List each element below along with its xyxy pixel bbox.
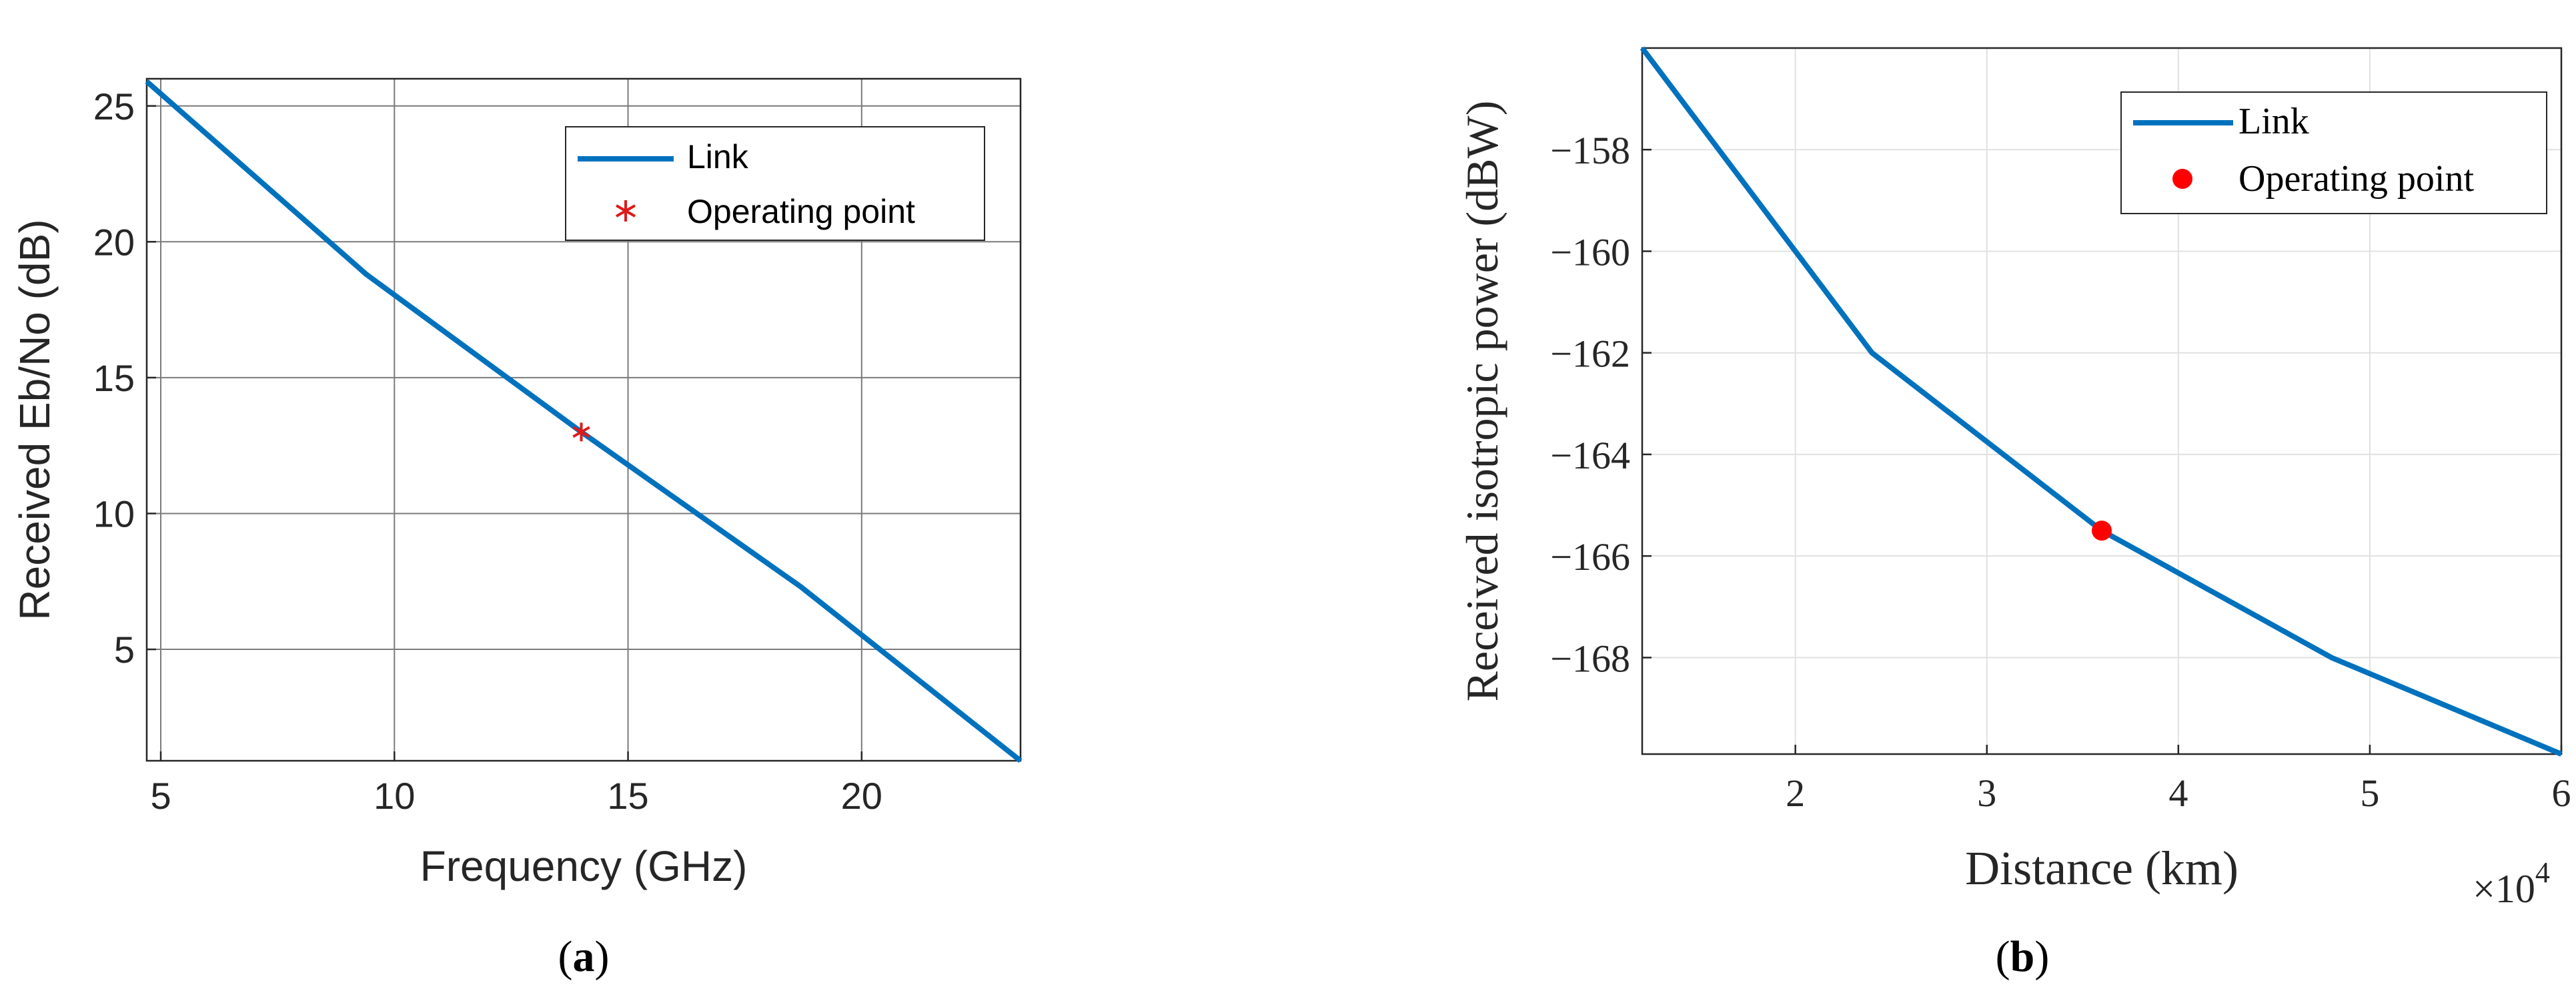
b-x-tick-label: 2 [1786,771,1805,815]
a-y-tick-label: 15 [93,357,135,399]
a-plot-frame [145,77,1022,762]
b-legend-label-operating-point: Operating point [2238,158,2474,200]
a-x-tick-label: 10 [374,775,415,817]
panel-label-b: (b) [1996,932,2050,981]
a-legend-label-link: Link [687,138,749,176]
b-x-tick-label: 5 [2360,771,2379,815]
a-y-tick-label: 10 [93,493,135,535]
a-x-tick-label: 5 [150,775,171,817]
b-series-layer [1640,46,2563,757]
a-y-ticks: 5 10 15 20 25 [93,85,156,671]
a-y-tick-label: 25 [93,85,135,127]
b-legend-label-link: Link [2238,101,2309,142]
b-x-ticks: 2 3 4 5 6 [1786,745,2571,815]
b-legend-dot-swatch [2172,169,2192,189]
a-operating-point-marker [572,422,590,442]
b-y-tick-label: −158 [1550,129,1630,172]
chart-panel-b: 2 3 4 5 6 −158 −160 −162 −164 −166 −168 Link Oper… [1457,46,2571,981]
b-x-tick-label: 3 [1977,771,1996,815]
b-y-axis-label: Received isotropic power (dBW) [1457,101,1507,702]
a-x-ticks: 5 10 15 20 [150,751,882,817]
a-x-tick-label: 15 [607,775,648,817]
a-legend-asterisk-swatch [616,200,636,222]
b-legend: Link Operating point [2120,91,2547,214]
b-x-multiplier: ×104 [2473,856,2550,911]
a-legend: Link Operating point [565,126,985,241]
b-y-tick-label: −164 [1550,434,1630,477]
a-x-tick-label: 20 [841,775,882,817]
a-series-layer [145,79,1023,763]
b-x-tick-label: 4 [2168,771,2188,815]
b-y-tick-label: −160 [1550,230,1630,274]
b-legend-box [2120,91,2547,214]
b-y-tick-label: −166 [1550,535,1630,579]
a-legend-box [565,126,985,241]
a-y-tick-label: 20 [93,221,135,263]
b-operating-point-marker [2092,521,2112,541]
b-x-tick-label: 6 [2552,771,2571,815]
chart-panel-a: 5 10 15 20 5 10 15 20 25 Link Operating point F… [11,77,1023,981]
panel-label-a: (a) [558,932,610,981]
b-y-tick-label: −168 [1550,637,1630,680]
b-y-tick-label: −162 [1550,332,1630,376]
b-x-axis-label: Distance (km) [1965,842,2238,895]
b-y-ticks: −158 −160 −162 −164 −166 −168 [1550,129,1652,680]
a-x-axis-label: Frequency (GHz) [420,842,748,890]
a-legend-label-operating-point: Operating point [687,193,915,230]
a-y-axis-label: Received Eb/No (dB) [11,219,59,620]
b-plot-frame [1641,47,2563,755]
a-y-tick-label: 5 [114,629,135,671]
